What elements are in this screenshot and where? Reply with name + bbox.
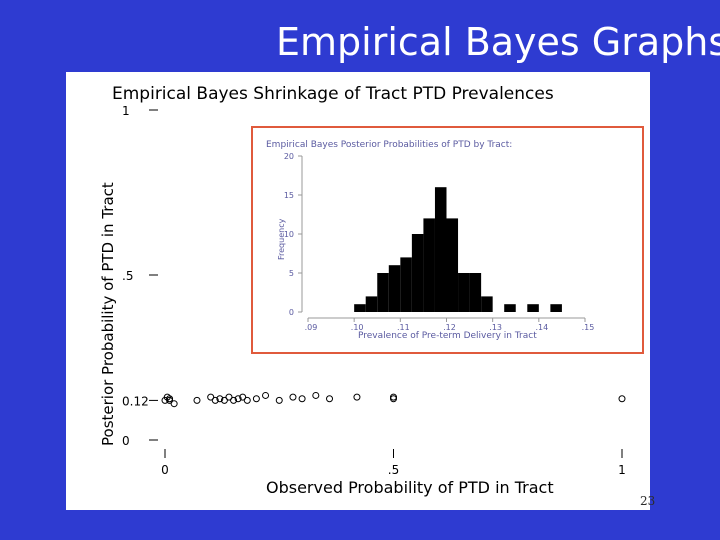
inset-x-tick-label: .14 (535, 323, 548, 332)
histogram-bar (527, 304, 539, 312)
page-number: 23 (640, 494, 656, 508)
histogram-bar (377, 273, 389, 312)
inset-y-axis-label: Frequency (277, 218, 286, 260)
chart-panel: Empirical Bayes Shrinkage of Tract PTD P… (66, 72, 650, 510)
y-tick-label: 0.12 (122, 394, 149, 408)
histogram-bar (388, 265, 401, 312)
inset-x-tick-label: .09 (305, 323, 318, 332)
x-tick-label: 1 (618, 463, 626, 477)
y-tick-label: .5 (122, 269, 133, 283)
y-tick-label: 0 (122, 434, 130, 448)
scatter-point (390, 395, 397, 403)
scatter-point (275, 396, 283, 404)
scatter-point (225, 393, 233, 401)
scatter-point (234, 395, 242, 403)
chart-title: Empirical Bayes Shrinkage of Tract PTD P… (112, 84, 554, 104)
inset-y-tick-label: 15 (284, 191, 294, 200)
histogram-bar (400, 257, 412, 312)
scatter-point (211, 396, 219, 404)
scatter-point (243, 396, 251, 404)
scatter-point (298, 395, 306, 403)
scatter-point (252, 395, 260, 403)
inset-y-tick-label: 0 (289, 308, 294, 317)
inset-x-tick-label: .10 (351, 323, 364, 332)
inset-x-tick-label: .12 (443, 323, 456, 332)
x-tick-label: 0 (161, 463, 169, 477)
histogram-bar (469, 273, 482, 312)
histogram-bar (481, 296, 493, 312)
scatter-point (312, 391, 320, 399)
y-axis-label: Posterior Probability of PTD in Tract (99, 182, 117, 446)
scatter-point (326, 395, 334, 403)
scatter-point (230, 396, 238, 404)
y-tick-label: 1 (122, 104, 130, 118)
histogram-bar (504, 304, 516, 312)
histogram-bar (354, 304, 366, 312)
scatter-point (262, 391, 270, 399)
scatter-point (207, 393, 215, 401)
histogram-bar (423, 218, 435, 312)
scatter-point (216, 395, 224, 403)
histogram-bar (458, 273, 470, 312)
scatter-plot: Empirical Bayes Shrinkage of Tract PTD P… (99, 84, 626, 497)
shrinkage-chart: Empirical Bayes Shrinkage of Tract PTD P… (99, 84, 644, 497)
histogram-inset: Empirical Bayes Posterior Probabilities … (251, 126, 644, 354)
histogram-bar (411, 234, 424, 312)
scatter-point (239, 393, 247, 401)
inset-title: Empirical Bayes Posterior Probabilities … (266, 140, 512, 150)
scatter-point (618, 395, 626, 403)
x-axis-label: Observed Probability of PTD in Tract (266, 478, 554, 497)
scatter-point (170, 400, 178, 408)
inset-x-tick-label: .15 (582, 323, 595, 332)
inset-x-tick-label: .11 (397, 323, 410, 332)
histogram-bar (550, 304, 562, 312)
inset-x-tick-label: .13 (489, 323, 502, 332)
x-tick-label: .5 (388, 463, 399, 477)
scatter-point (193, 396, 201, 404)
scatter-point (289, 393, 297, 401)
scatter-point (166, 395, 174, 403)
inset-y-tick-label: 10 (284, 230, 294, 239)
histogram-bar (434, 187, 447, 312)
inset-x-axis-label: Prevalence of Pre-term Delivery in Tract (358, 331, 537, 341)
histogram-bar (446, 218, 459, 312)
scatter-point (220, 396, 228, 404)
scatter-point (353, 393, 361, 401)
histogram-bar (365, 296, 378, 312)
inset-y-tick-label: 20 (284, 152, 294, 161)
slide-title: Empirical Bayes Graphs (276, 20, 720, 64)
inset-y-tick-label: 5 (289, 269, 294, 278)
